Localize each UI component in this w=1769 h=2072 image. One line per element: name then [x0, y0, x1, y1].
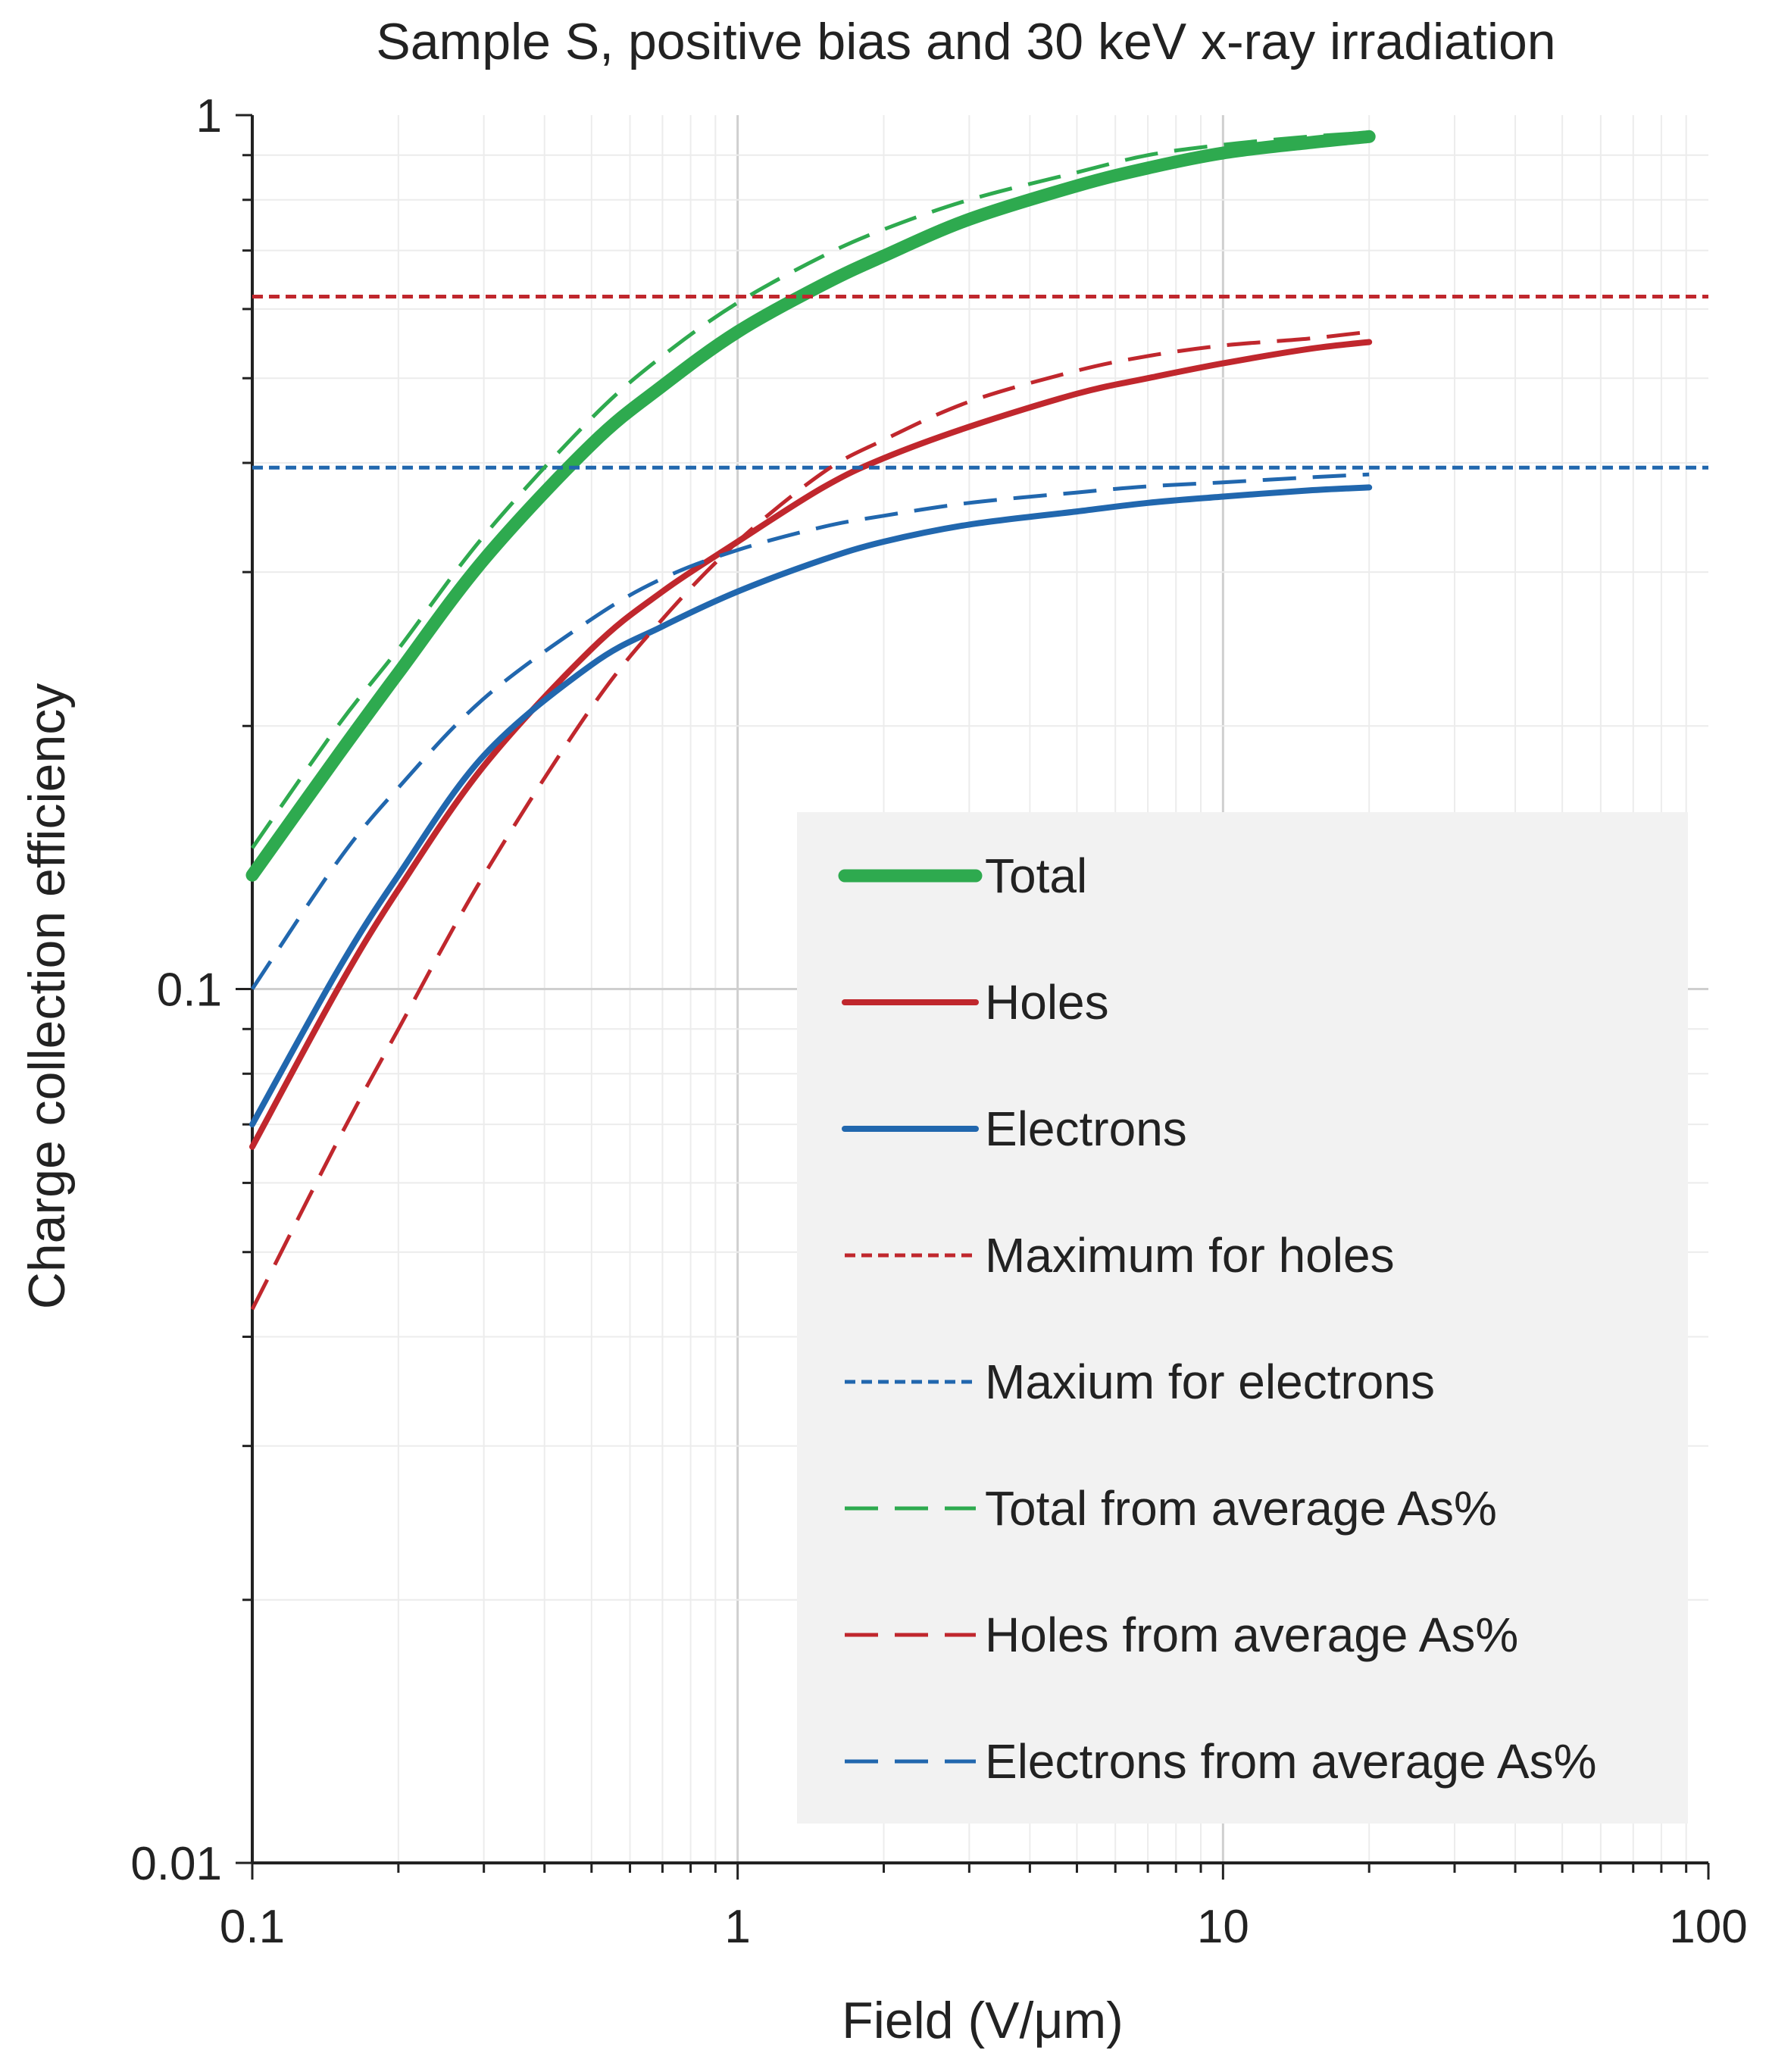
- legend-box-layer: [797, 812, 1688, 1824]
- legend-label-maxium-for-electrons: Maxium for electrons: [985, 1355, 1435, 1409]
- x-tick-label: 0.1: [220, 1901, 285, 1953]
- series-line-holes-from-average-as: [250, 330, 1370, 1311]
- series-line-electrons-from-average-as: [250, 472, 1370, 990]
- series-line-holes: [249, 339, 1373, 1150]
- y-tick-label: 0.1: [157, 964, 222, 1017]
- legend-label-total: Total: [985, 848, 1087, 903]
- y-axis-label: Charge collection efficiency: [18, 683, 76, 1310]
- legend-label-maximum-for-holes: Maximum for holes: [985, 1228, 1395, 1283]
- x-tick-label: 100: [1669, 1901, 1747, 1953]
- y-tick-label: 1: [196, 90, 222, 142]
- legend-label-total-from-average-as: Total from average As%: [985, 1481, 1497, 1536]
- legend-label-electrons: Electrons: [985, 1102, 1187, 1156]
- legend-label-electrons-from-average-as: Electrons from average As%: [985, 1734, 1596, 1789]
- y-tick-label: 0.01: [130, 1838, 222, 1890]
- chart-title: Sample S, positive bias and 30 keV x-ray…: [376, 13, 1555, 70]
- legend-label-holes-from-average-as: Holes from average As%: [985, 1608, 1518, 1662]
- series-line-total-from-average-as: [250, 130, 1370, 849]
- series-line-total: [245, 130, 1376, 882]
- x-tick-label: 1: [724, 1901, 750, 1953]
- x-axis-label: Field (V/μm): [842, 1992, 1124, 2049]
- legend-label-holes: Holes: [985, 975, 1109, 1030]
- x-tick-label: 10: [1197, 1901, 1249, 1953]
- series-line-electrons: [249, 484, 1373, 1128]
- series-lines: [245, 130, 1708, 1311]
- legend: Total Holes Electrons Maximum for holes Maxi…: [838, 848, 1596, 1789]
- legend-box: [797, 812, 1688, 1824]
